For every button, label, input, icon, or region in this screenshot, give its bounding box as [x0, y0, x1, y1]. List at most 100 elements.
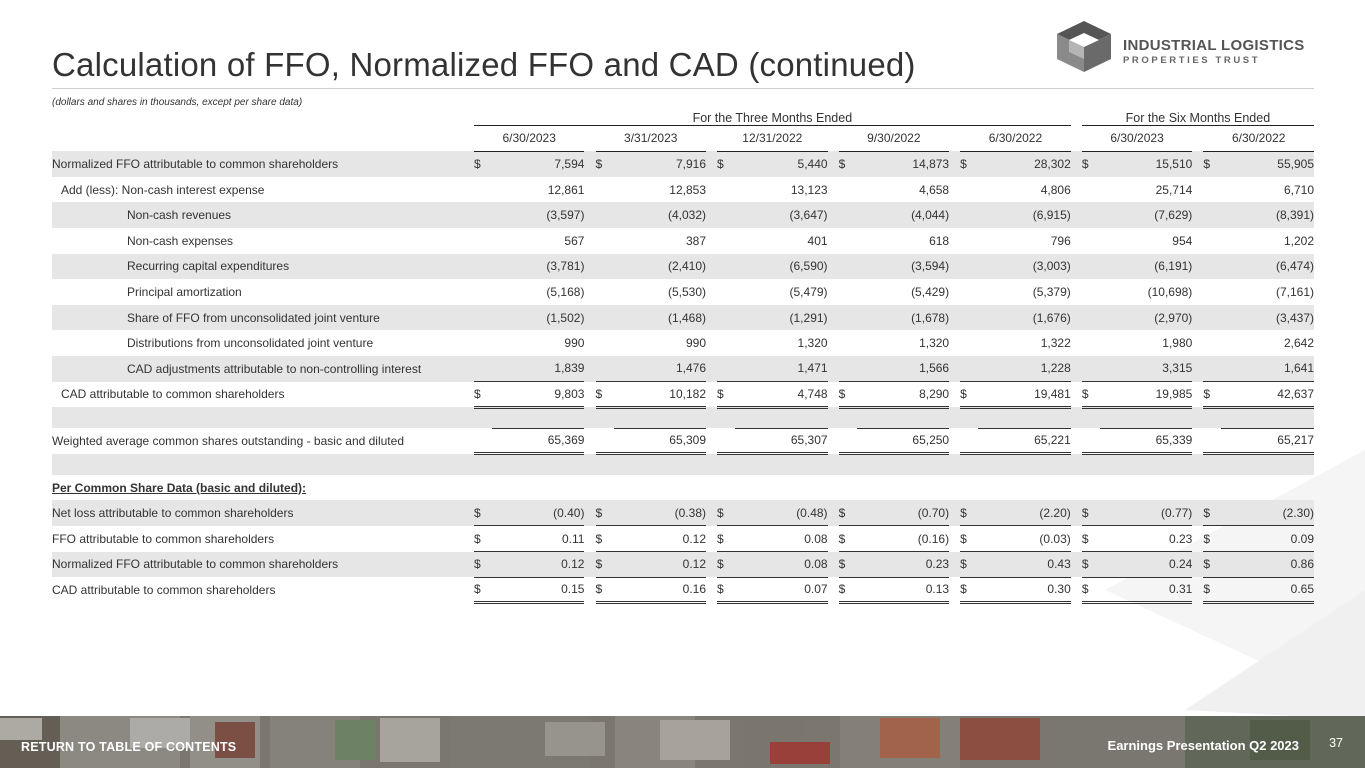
value-cell: 0.13 — [856, 577, 950, 605]
column-gap — [1070, 151, 1082, 177]
value-cell: 65,250 — [856, 427, 950, 456]
column-gap — [1071, 228, 1082, 254]
value-cell: 0.23 — [856, 551, 950, 578]
value-cell: 990 — [685, 336, 706, 351]
currency-symbol — [1082, 330, 1100, 356]
value-cell: 0.86 — [1221, 551, 1314, 578]
column-gap — [706, 577, 717, 603]
column-gap — [1071, 382, 1082, 408]
currency-symbol — [473, 355, 493, 383]
value-cell: 4,748 — [735, 381, 828, 409]
column-gap — [949, 253, 961, 280]
value-cell: 1,566 — [856, 355, 950, 383]
currency-symbol — [960, 228, 978, 254]
column-gap — [1071, 428, 1082, 454]
column-gap — [706, 428, 717, 454]
date-header: 12/31/2022 — [717, 125, 828, 152]
column-gap — [584, 500, 596, 526]
table-row: Distributions from unconsolidated joint … — [52, 330, 1314, 356]
value-cell: (5,379) — [1032, 284, 1071, 299]
value-cell: 4,806 — [1040, 182, 1071, 197]
value-cell: 3,315 — [1099, 355, 1193, 383]
logo-company-subtitle: PROPERTIES TRUST — [1123, 55, 1261, 66]
column-gap — [584, 428, 595, 454]
value-cell: 0.12 — [613, 525, 706, 552]
column-gap — [584, 577, 595, 603]
currency-symbol — [717, 279, 735, 305]
value-cell: (0.03) — [978, 525, 1071, 552]
column-gap — [827, 304, 839, 331]
three-months-group-header: For the Three Months Ended — [473, 100, 1071, 127]
currency-symbol — [473, 304, 493, 331]
column-gap — [584, 355, 596, 382]
value-cell: 7,916 — [613, 151, 706, 177]
currency-symbol — [1081, 202, 1100, 228]
spacer-row — [52, 407, 1314, 429]
value-cell: (4,044) — [856, 202, 950, 228]
currency-symbol — [474, 330, 492, 356]
value-cell: (2.30) — [1221, 500, 1314, 527]
value-cell: 65,339 — [1099, 427, 1193, 456]
value-cell: 65,221 — [978, 427, 1071, 456]
currency-symbol — [595, 304, 614, 331]
currency-symbol — [596, 330, 614, 356]
column-gap — [1192, 304, 1204, 331]
value-cell: 0.12 — [492, 551, 585, 578]
currency-symbol — [960, 279, 978, 305]
value-cell: 12,861 — [547, 182, 585, 197]
footer-bar: RETURN TO TABLE OF CONTENTS Earnings Pre… — [0, 716, 1365, 768]
column-gap — [706, 500, 718, 526]
table-row: Non-cash revenues (3,597) (4,032) (3,647) (4… — [52, 202, 1314, 228]
row-label: Non-cash expenses — [127, 233, 234, 248]
column-gap — [706, 382, 717, 408]
value-cell: 10,182 — [613, 381, 706, 409]
column-gap — [706, 304, 718, 331]
currency-symbol — [839, 177, 857, 203]
units-note: (dollars and shares in thousands, except… — [52, 97, 303, 108]
value-cell: (6,474) — [1221, 253, 1314, 280]
column-gap — [949, 500, 961, 526]
value-cell: 6,710 — [1283, 182, 1314, 197]
currency-symbol: $ — [1203, 525, 1222, 552]
value-cell: 0.12 — [613, 551, 706, 578]
return-to-toc-link[interactable]: RETURN TO TABLE OF CONTENTS — [21, 740, 237, 754]
currency-symbol: $ — [717, 381, 736, 409]
value-cell: (1,678) — [856, 304, 950, 331]
value-cell: 0.30 — [978, 577, 1071, 605]
column-group-header-row: For the Three Months Ended For the Six M… — [52, 100, 1314, 127]
value-cell: 0.16 — [613, 577, 706, 605]
row-label: Add (less): Non-cash interest expense — [61, 182, 265, 197]
date-header: 6/30/2023 — [1081, 125, 1193, 152]
currency-symbol — [1203, 428, 1222, 456]
value-cell: (1,676) — [978, 304, 1071, 331]
table-row: Net loss attributable to common sharehol… — [52, 500, 1314, 527]
value-cell: 0.15 — [492, 577, 585, 605]
column-gap — [949, 428, 960, 454]
value-cell: (5,479) — [789, 284, 828, 299]
currency-symbol — [1203, 253, 1222, 280]
value-cell: 7,594 — [492, 151, 585, 177]
value-cell: (6,590) — [735, 253, 828, 280]
value-cell: (4,032) — [613, 202, 706, 228]
value-cell: (0.77) — [1099, 500, 1193, 527]
value-cell: 1,320 — [919, 336, 950, 351]
value-cell: (10,698) — [1147, 284, 1193, 299]
row-label: Non-cash revenues — [52, 202, 474, 228]
table-row: Principal amortization (5,168) (5,530) (5,4… — [52, 279, 1314, 305]
column-gap — [706, 279, 717, 305]
currency-symbol: $ — [1203, 381, 1222, 409]
currency-symbol: $ — [717, 151, 736, 177]
value-cell: (0.40) — [492, 500, 585, 527]
value-cell: (5,168) — [546, 284, 585, 299]
value-cell: 65,217 — [1221, 427, 1314, 456]
currency-symbol — [1082, 177, 1100, 203]
column-gap — [828, 330, 839, 356]
value-cell: (3,781) — [492, 253, 585, 280]
value-cell: 0.08 — [735, 551, 828, 578]
value-cell: 19,481 — [978, 381, 1071, 409]
value-cell: 1,641 — [1221, 355, 1314, 383]
value-cell: 12,853 — [669, 182, 706, 197]
value-cell: 28,302 — [978, 151, 1071, 177]
column-gap — [828, 577, 839, 603]
value-cell: 0.11 — [492, 525, 585, 552]
